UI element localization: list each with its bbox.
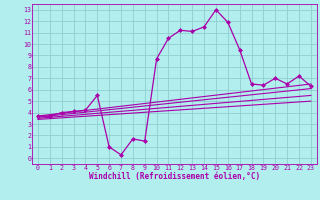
X-axis label: Windchill (Refroidissement éolien,°C): Windchill (Refroidissement éolien,°C) [89, 172, 260, 181]
